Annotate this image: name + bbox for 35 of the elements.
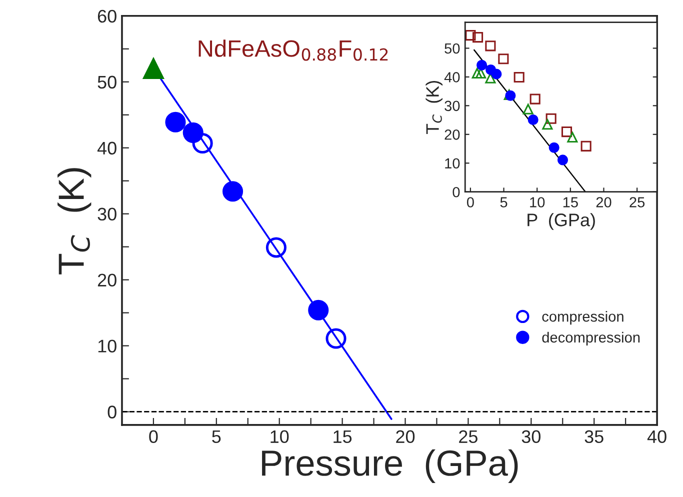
legend-label: decompression bbox=[542, 332, 640, 346]
x-tick-label: 20 bbox=[596, 197, 612, 208]
x-tick-label: 5 bbox=[212, 430, 221, 444]
x-axis-title: Pressure (GPa) bbox=[262, 449, 518, 484]
x-tick-label: 0 bbox=[149, 430, 158, 444]
y-tick-label: 10 bbox=[445, 158, 460, 169]
y-tick-label: 40 bbox=[444, 72, 460, 82]
x-tick-label: 5 bbox=[500, 197, 508, 208]
y-axis-title: T$_{C}$ (K) bbox=[426, 80, 443, 134]
x-tick-label: 30 bbox=[522, 430, 540, 444]
y-tick-label: 50 bbox=[98, 76, 116, 89]
annotation: NdFeAsO$_{0.88}$F$_{0.12}$ bbox=[198, 40, 388, 61]
x-tick-label: 40 bbox=[647, 430, 666, 444]
y-tick-label: 0 bbox=[108, 406, 116, 418]
y-tick-label: 50 bbox=[444, 43, 460, 54]
x-tick-label: 0 bbox=[466, 197, 474, 208]
y-tick-label: 20 bbox=[444, 129, 460, 140]
legend-label: compression bbox=[542, 310, 624, 325]
y-tick-label: 30 bbox=[98, 208, 116, 221]
x-axis-title: P (GPa) bbox=[528, 213, 595, 230]
x-tick-label: 25 bbox=[630, 197, 645, 208]
x-tick-label: 15 bbox=[563, 197, 578, 208]
y-tick-label: 0 bbox=[452, 186, 460, 198]
y-tick-label: 40 bbox=[97, 142, 116, 155]
y-tick-label: 30 bbox=[444, 100, 460, 112]
y-tick-label: 60 bbox=[98, 10, 116, 23]
y-tick-label: 20 bbox=[98, 274, 116, 287]
x-tick-label: 10 bbox=[270, 430, 289, 444]
y-tick-label: 10 bbox=[98, 340, 116, 352]
x-tick-label: 25 bbox=[459, 430, 478, 444]
x-tick-label: 35 bbox=[584, 430, 604, 444]
y-axis-title: T$_{C}$ (K) bbox=[58, 168, 92, 274]
x-tick-label: 15 bbox=[334, 430, 352, 444]
x-tick-label: 20 bbox=[396, 430, 415, 444]
x-tick-label: 10 bbox=[530, 197, 545, 208]
